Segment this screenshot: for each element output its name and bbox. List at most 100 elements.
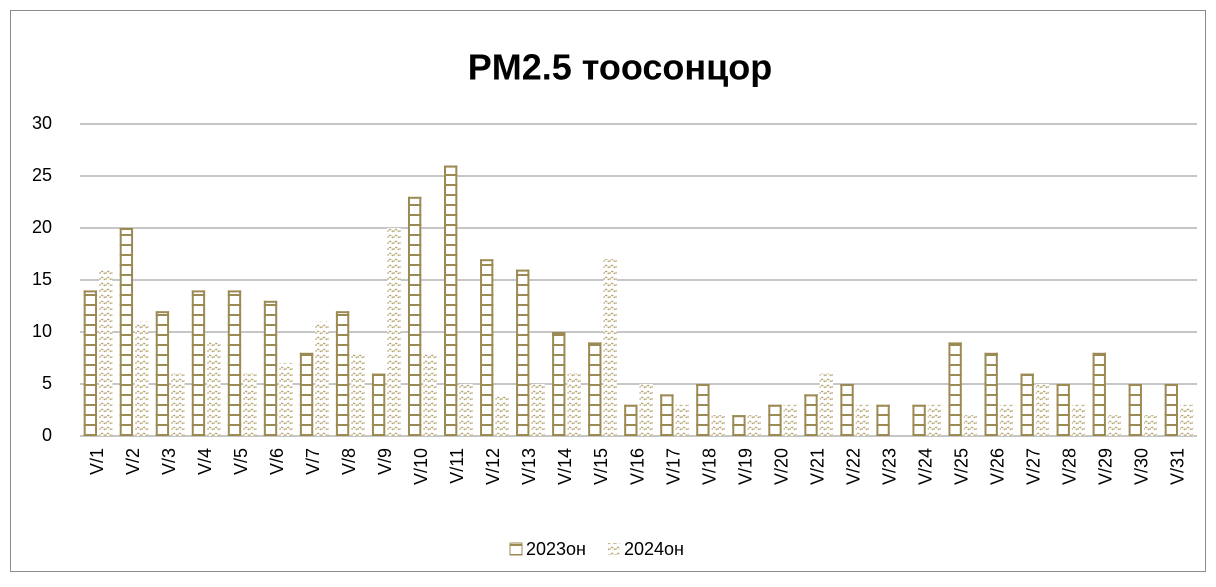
y-tick-label: 30 — [32, 113, 52, 133]
legend-label: 2024он — [624, 539, 684, 559]
bar-fill — [407, 196, 422, 436]
bar — [387, 228, 401, 436]
bar-fill — [171, 373, 185, 436]
bar — [624, 404, 638, 436]
x-tick-label: V/21 — [807, 448, 827, 485]
bar-fill — [552, 332, 566, 436]
bar — [371, 373, 386, 436]
bar-fill — [999, 404, 1014, 436]
bar-fill — [83, 290, 98, 436]
bar-fill — [119, 228, 134, 436]
x-tick-label: V/30 — [1132, 448, 1152, 485]
x-tick-label: V/1 — [87, 448, 107, 475]
bar — [1035, 384, 1050, 436]
bar — [243, 373, 257, 436]
bar — [1020, 373, 1034, 436]
x-tick-label: V/29 — [1096, 448, 1116, 485]
bar — [675, 404, 689, 436]
bar — [531, 384, 545, 436]
bar-fill — [1035, 384, 1050, 436]
bar-fill — [1179, 404, 1194, 436]
bar-fill — [243, 373, 257, 436]
bar — [423, 352, 437, 436]
bar-fill — [732, 415, 746, 436]
bar-fill — [480, 259, 494, 436]
bar — [1071, 404, 1086, 436]
y-tick-label: 15 — [32, 269, 52, 289]
bar — [1164, 384, 1178, 436]
bar-fill — [927, 404, 942, 436]
bar — [191, 290, 206, 436]
bar — [552, 332, 566, 436]
bar-fill — [747, 415, 761, 436]
x-tick-label: V/11 — [447, 448, 467, 484]
bar — [207, 342, 221, 436]
bar-fill — [1056, 384, 1070, 436]
x-tick-label: V/10 — [411, 448, 431, 485]
bar-fill — [1092, 352, 1106, 436]
bar — [99, 269, 113, 436]
bar — [876, 404, 890, 436]
bar-fill — [423, 352, 437, 436]
x-tick-label: V/3 — [159, 448, 179, 475]
bar — [119, 228, 134, 436]
bar — [263, 300, 278, 436]
bar — [783, 404, 797, 436]
bar-fill — [315, 321, 329, 436]
x-tick-label: V/20 — [771, 448, 791, 485]
bar-fill — [1020, 373, 1034, 436]
bar-fill — [1143, 415, 1158, 436]
bar-fill — [444, 165, 458, 436]
bar-fill — [99, 269, 113, 436]
bar-fill — [696, 384, 710, 436]
x-tick-label: V/2 — [123, 448, 143, 475]
bar-fill — [1164, 384, 1178, 436]
bar — [984, 352, 998, 436]
bar — [155, 311, 170, 436]
bar-fill — [675, 404, 689, 436]
bar — [1179, 404, 1194, 436]
bar-fill — [516, 269, 530, 436]
bar — [1143, 415, 1158, 436]
bar-fill — [603, 259, 617, 436]
bar — [804, 394, 818, 436]
legend-label: 2023он — [526, 539, 586, 559]
bar-fill — [768, 404, 782, 436]
x-tick-label: V/25 — [952, 448, 972, 485]
bar — [135, 321, 149, 436]
bar — [335, 311, 350, 436]
x-tick-label: V/19 — [735, 448, 755, 485]
x-tick-label: V/6 — [267, 448, 287, 475]
bar — [83, 290, 98, 436]
bar-fill — [855, 404, 870, 436]
x-tick-label: V/16 — [627, 448, 647, 485]
y-tick-label: 5 — [42, 373, 52, 393]
x-tick-label: V/18 — [699, 448, 719, 485]
x-tick-label: V/24 — [916, 448, 936, 485]
bar-fill — [804, 394, 818, 436]
x-tick-label: V/27 — [1024, 448, 1044, 485]
bar-fill — [876, 404, 890, 436]
bar-fill — [984, 352, 998, 436]
bar — [948, 342, 962, 436]
x-tick-label: V/7 — [303, 448, 323, 475]
x-tick-label: V/4 — [195, 448, 215, 475]
bar-fill — [371, 373, 386, 436]
bar-fill — [1128, 384, 1142, 436]
legend-swatch — [608, 543, 620, 555]
bar — [999, 404, 1014, 436]
chart-title: PM2.5 тоосонцор — [468, 47, 773, 88]
bar — [567, 373, 581, 436]
x-tick-label: V/9 — [375, 448, 395, 475]
bar — [603, 259, 617, 436]
x-tick-label: V/8 — [339, 448, 359, 475]
bar-fill — [335, 311, 350, 436]
bar — [1056, 384, 1070, 436]
bar-fill — [819, 373, 833, 436]
bar-fill — [1071, 404, 1086, 436]
bar-fill — [948, 342, 962, 436]
bar — [963, 415, 978, 436]
bar-fill — [279, 363, 293, 436]
bar-fill — [1107, 415, 1122, 436]
